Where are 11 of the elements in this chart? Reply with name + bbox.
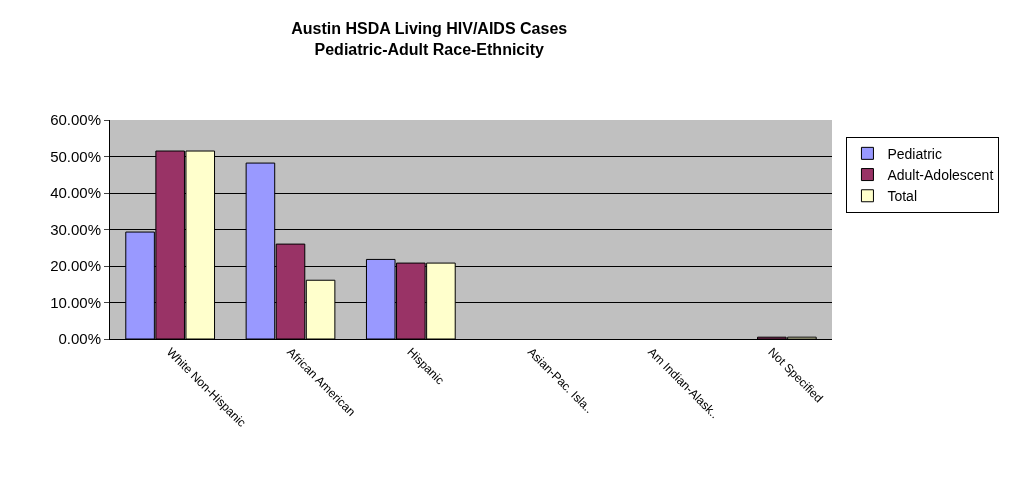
y-tick-label: 20.00% bbox=[50, 257, 101, 275]
legend-label: Total bbox=[887, 188, 918, 205]
y-tick-label: 40.00% bbox=[50, 184, 101, 202]
y-tick-label: 0.00% bbox=[58, 330, 101, 348]
legend-label: Adult-Adolescent bbox=[887, 167, 994, 184]
y-tick-label: 30.00% bbox=[50, 220, 101, 238]
legend-label: Pediatric bbox=[887, 145, 942, 162]
y-tick-label: 50.00% bbox=[50, 147, 101, 165]
y-tick-label: 10.00% bbox=[50, 293, 101, 311]
y-tick-label: 60.00% bbox=[50, 111, 101, 129]
chart-title: Austin HSDA Living HIV/AIDS Cases Pediatric-Adult Race-Ethnicity bbox=[291, 20, 568, 59]
